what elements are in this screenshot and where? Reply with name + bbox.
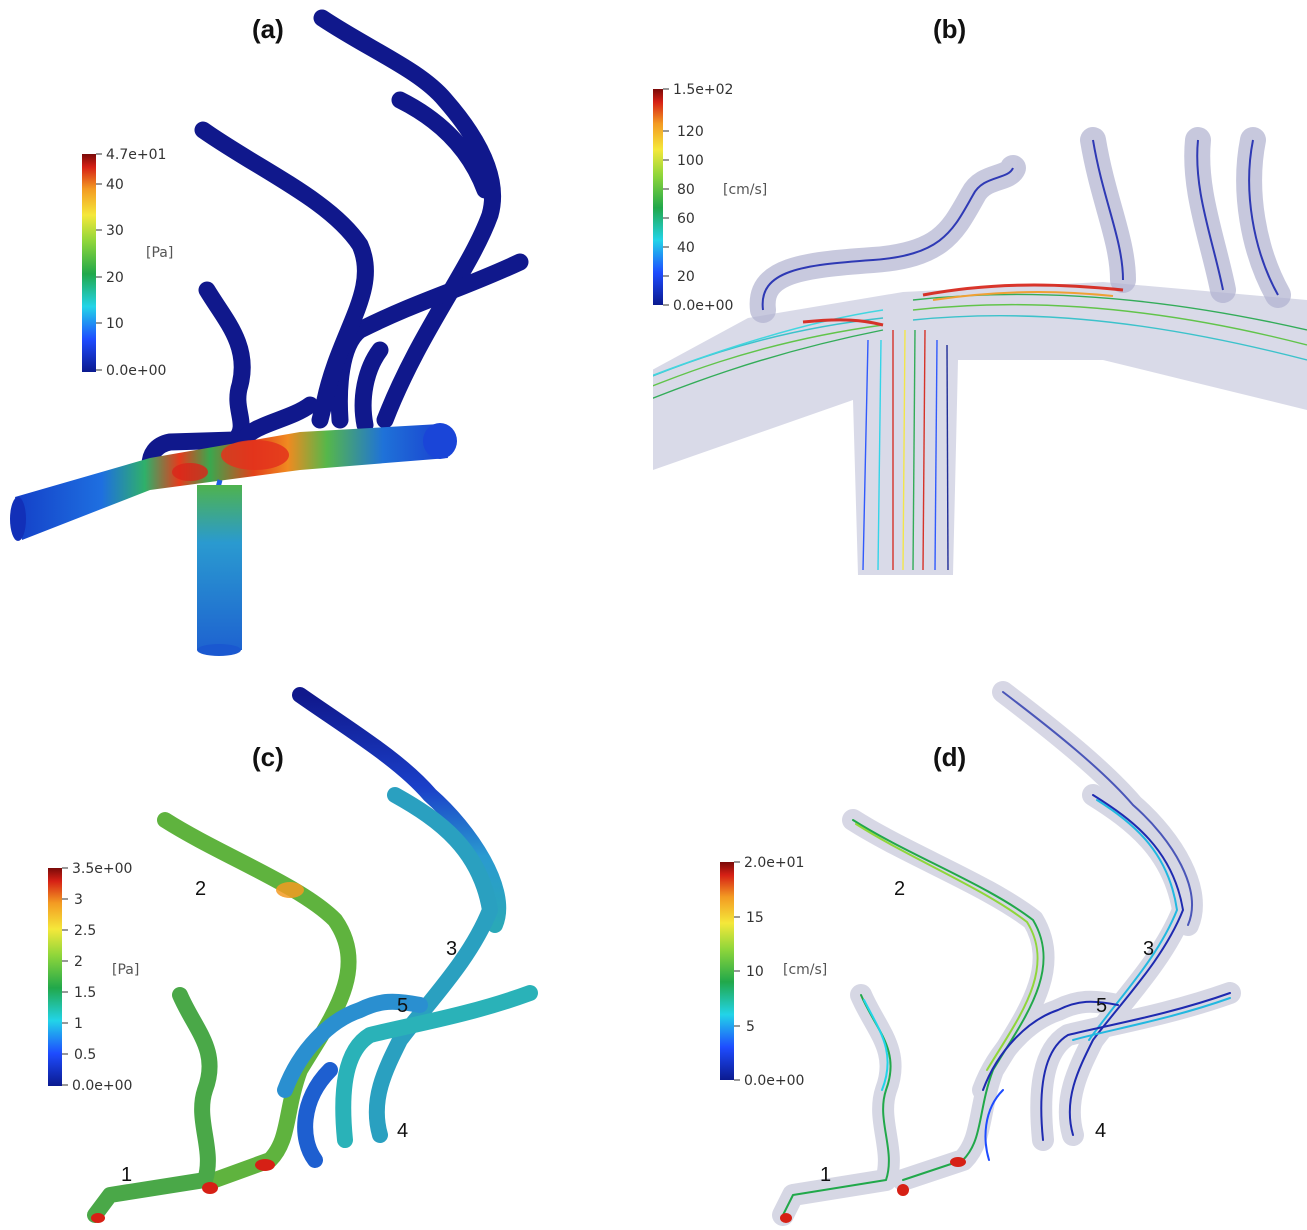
panel-a-label: (a) [252, 14, 284, 44]
colorbar-a-unit: [Pa] [146, 245, 173, 261]
branch-label-4: 4 [1095, 1120, 1107, 1142]
panel-d-streamline-render: 2.0e+01 15 10 5 0.0e+00 [cm/s] [720, 681, 1241, 1226]
colorbar-b-unit: [cm/s] [723, 182, 767, 198]
panel-d: (d) 2.0e+01 15 10 5 [653, 670, 1307, 1230]
colorbar-d-tick: 15 [746, 910, 764, 926]
hotspots-d [780, 1157, 966, 1223]
hotspots-c [91, 882, 304, 1223]
colorbar-a: 4.7e+01 40 30 20 10 0.0e+00 [Pa] [82, 147, 173, 379]
colorbar-b-gradient [653, 89, 663, 305]
colorbar-b: 1.5e+02 120 100 80 60 40 20 0.0e+00 [cm/… [653, 82, 767, 314]
colorbar-a-max: 4.7e+01 [106, 147, 166, 163]
colorbar-a-gradient [82, 154, 96, 372]
colorbar-c-gradient [48, 868, 62, 1086]
branch-label-3: 3 [446, 938, 458, 960]
colorbar-c-tick: 0.5 [74, 1047, 96, 1063]
colorbar-d-unit: [cm/s] [783, 962, 827, 978]
colorbar-a-tick: 20 [106, 270, 124, 286]
branch-label-3: 3 [1143, 938, 1155, 960]
branch-label-4: 4 [397, 1120, 409, 1142]
colorbar-b-tick: 40 [677, 240, 695, 256]
colorbar-b-max: 1.5e+02 [673, 82, 733, 98]
colorbar-c-tick: 2.5 [74, 923, 96, 939]
colorbar-c-tick: 1 [74, 1016, 83, 1032]
vessel-glass-b [653, 282, 1307, 575]
panel-c: (c) 3.5e+00 [0, 670, 653, 1230]
colorbar-c-min: 0.0e+00 [72, 1078, 132, 1094]
streamlines-b [653, 139, 1307, 571]
panel-a: (a) [0, 0, 653, 670]
colorbar-c-tick: 1.5 [74, 985, 96, 1001]
colorbar-d: 2.0e+01 15 10 5 0.0e+00 [cm/s] [720, 855, 827, 1089]
branch-label-5: 5 [397, 995, 409, 1017]
vessel-branches-a [141, 9, 529, 474]
branch-label-1: 1 [820, 1164, 832, 1186]
colorbar-c: 3.5e+00 3 2.5 2 1.5 1 0.5 0.0e+00 [Pa] [48, 861, 139, 1094]
colorbar-a-min: 0.0e+00 [106, 363, 166, 379]
colorbar-c-tick: 2 [74, 954, 83, 970]
colorbar-b-tick: 80 [677, 182, 695, 198]
colorbar-b-min: 0.0e+00 [673, 298, 733, 314]
colorbar-c-max: 3.5e+00 [72, 861, 132, 877]
vessel-main-a [10, 423, 457, 656]
branch-label-5: 5 [1096, 995, 1108, 1017]
colorbar-d-min: 0.0e+00 [744, 1073, 804, 1089]
panel-c-label: (c) [252, 742, 284, 772]
colorbar-a-tick: 30 [106, 223, 124, 239]
panel-c-vessel-render: 3.5e+00 3 2.5 2 1.5 1 0.5 0.0e+00 [Pa] [48, 687, 538, 1223]
panel-a-vessel-render: 4.7e+01 40 30 20 10 0.0e+00 [Pa] [10, 9, 529, 656]
colorbar-d-tick: 5 [746, 1019, 755, 1035]
panel-b: (b) 1.5e+02 120 100 80 [653, 0, 1307, 670]
colorbar-b-tick: 60 [677, 211, 695, 227]
vessel-glass-d [772, 681, 1241, 1226]
colorbar-b-tick: 100 [677, 153, 704, 169]
colorbar-a-tick: 40 [106, 177, 124, 193]
colorbar-d-max: 2.0e+01 [744, 855, 804, 871]
colorbar-b-tick: 120 [677, 124, 704, 140]
vessel-branches-c [87, 687, 538, 1223]
panel-d-label: (d) [933, 742, 967, 772]
branch-label-2: 2 [894, 878, 906, 900]
colorbar-a-tick: 10 [106, 316, 124, 332]
colorbar-d-tick: 10 [746, 964, 764, 980]
panel-b-streamline-render: 1.5e+02 120 100 80 60 40 20 0.0e+00 [cm/… [653, 82, 1307, 575]
colorbar-d-gradient [720, 862, 734, 1080]
branch-label-2: 2 [195, 878, 207, 900]
panel-b-label: (b) [933, 14, 967, 44]
colorbar-c-tick: 3 [74, 892, 83, 908]
colorbar-c-unit: [Pa] [112, 962, 139, 978]
colorbar-b-tick: 20 [677, 269, 695, 285]
branch-label-1: 1 [121, 1164, 133, 1186]
streamlines-d [782, 691, 1231, 1216]
